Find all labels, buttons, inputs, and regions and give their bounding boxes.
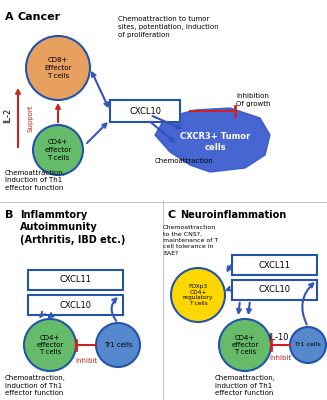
Text: CXCL11: CXCL11 — [259, 260, 290, 270]
Text: Chemoattraction
to the CNS?,
maintenance of T
cell tolerance in
EAE?: Chemoattraction to the CNS?, maintenance… — [163, 225, 218, 256]
Text: Chemoattraction,
Induction of Th1
effector function: Chemoattraction, Induction of Th1 effect… — [215, 375, 276, 396]
Circle shape — [24, 319, 76, 371]
Circle shape — [171, 268, 225, 322]
Text: CD4+
effector
T cells: CD4+ effector T cells — [36, 334, 64, 356]
Text: A: A — [5, 12, 14, 22]
Text: IL-2: IL-2 — [4, 107, 12, 123]
Text: Chemoattraction: Chemoattraction — [155, 158, 214, 164]
Text: Inhibit: Inhibit — [75, 358, 97, 364]
Text: CXCL10: CXCL10 — [259, 286, 290, 294]
Bar — [110, 100, 180, 122]
Circle shape — [290, 327, 326, 363]
Text: Cancer: Cancer — [18, 12, 61, 22]
Text: CXCL10: CXCL10 — [60, 300, 92, 310]
Text: Inhibit: Inhibit — [269, 355, 291, 361]
Circle shape — [33, 125, 83, 175]
Circle shape — [26, 36, 90, 100]
Text: Chemoattraction,
Induction of Th1
effector function: Chemoattraction, Induction of Th1 effect… — [5, 375, 66, 396]
Text: CXCR3+ Tumor
cells: CXCR3+ Tumor cells — [180, 132, 250, 152]
Bar — [28, 295, 123, 315]
Text: Tr1 cells: Tr1 cells — [104, 342, 132, 348]
Text: Inhibition
Of growth: Inhibition Of growth — [236, 93, 270, 107]
Text: CD4+
effector
T cells: CD4+ effector T cells — [44, 140, 72, 160]
Text: CD4+
effector
T cells: CD4+ effector T cells — [232, 334, 259, 356]
Bar — [28, 270, 123, 290]
Text: Chemoattraction,
Induction of Th1
effector function: Chemoattraction, Induction of Th1 effect… — [5, 170, 66, 191]
Text: Support: Support — [27, 104, 33, 132]
Bar — [232, 280, 317, 300]
Text: CXCL11: CXCL11 — [60, 276, 92, 284]
Text: IL-10: IL-10 — [268, 334, 288, 342]
Circle shape — [96, 323, 140, 367]
Text: Neuroinflammation: Neuroinflammation — [180, 210, 286, 220]
Text: B: B — [5, 210, 13, 220]
Circle shape — [219, 319, 271, 371]
Text: CD8+
Effector
T cells: CD8+ Effector T cells — [44, 58, 72, 78]
Text: FOXp3
CD4+
regulatory
T cells: FOXp3 CD4+ regulatory T cells — [183, 284, 213, 306]
Text: Inflammtory
Autoimmunity
(Arthritis, IBD etc.): Inflammtory Autoimmunity (Arthritis, IBD… — [20, 210, 125, 245]
Text: Chemoattraction to tumor
sites, potentiation, induction
of proliferation: Chemoattraction to tumor sites, potentia… — [118, 16, 219, 38]
Polygon shape — [155, 108, 270, 172]
Bar — [232, 255, 317, 275]
Text: CXCL10: CXCL10 — [129, 106, 161, 116]
Text: Tr1 cells: Tr1 cells — [295, 342, 321, 348]
Text: C: C — [167, 210, 175, 220]
